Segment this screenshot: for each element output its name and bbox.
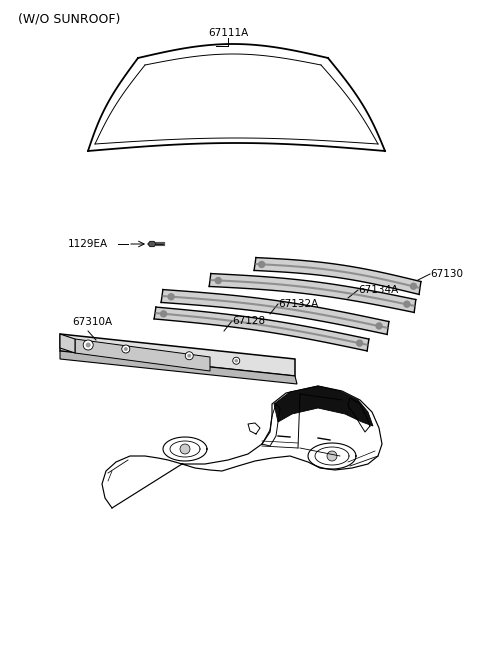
Text: 67132A: 67132A	[278, 299, 318, 309]
Text: 67310A: 67310A	[72, 317, 112, 327]
Circle shape	[376, 323, 382, 329]
Circle shape	[233, 358, 240, 364]
Circle shape	[124, 347, 128, 351]
Text: 1129EA: 1129EA	[68, 239, 108, 249]
Circle shape	[122, 345, 130, 353]
Polygon shape	[148, 241, 156, 247]
Circle shape	[235, 359, 238, 363]
Circle shape	[168, 294, 174, 300]
Circle shape	[86, 342, 91, 348]
Circle shape	[180, 444, 190, 454]
Circle shape	[187, 354, 191, 358]
Polygon shape	[60, 351, 297, 384]
Circle shape	[357, 340, 362, 346]
Circle shape	[404, 301, 410, 307]
Polygon shape	[161, 289, 389, 335]
Circle shape	[185, 352, 193, 359]
Circle shape	[259, 262, 264, 268]
Polygon shape	[60, 334, 75, 353]
Circle shape	[410, 283, 417, 289]
Text: 67111A: 67111A	[208, 28, 248, 38]
Circle shape	[327, 451, 337, 461]
Circle shape	[161, 311, 167, 317]
Polygon shape	[274, 386, 373, 426]
Text: (W/O SUNROOF): (W/O SUNROOF)	[18, 12, 120, 25]
Polygon shape	[60, 334, 295, 376]
Polygon shape	[254, 258, 421, 295]
Circle shape	[215, 277, 221, 283]
Polygon shape	[209, 274, 416, 312]
Text: 67130: 67130	[430, 269, 463, 279]
Text: 67134A: 67134A	[358, 285, 398, 295]
Polygon shape	[75, 339, 210, 371]
Circle shape	[83, 340, 93, 350]
Text: 67128: 67128	[232, 316, 265, 326]
Polygon shape	[154, 307, 369, 351]
